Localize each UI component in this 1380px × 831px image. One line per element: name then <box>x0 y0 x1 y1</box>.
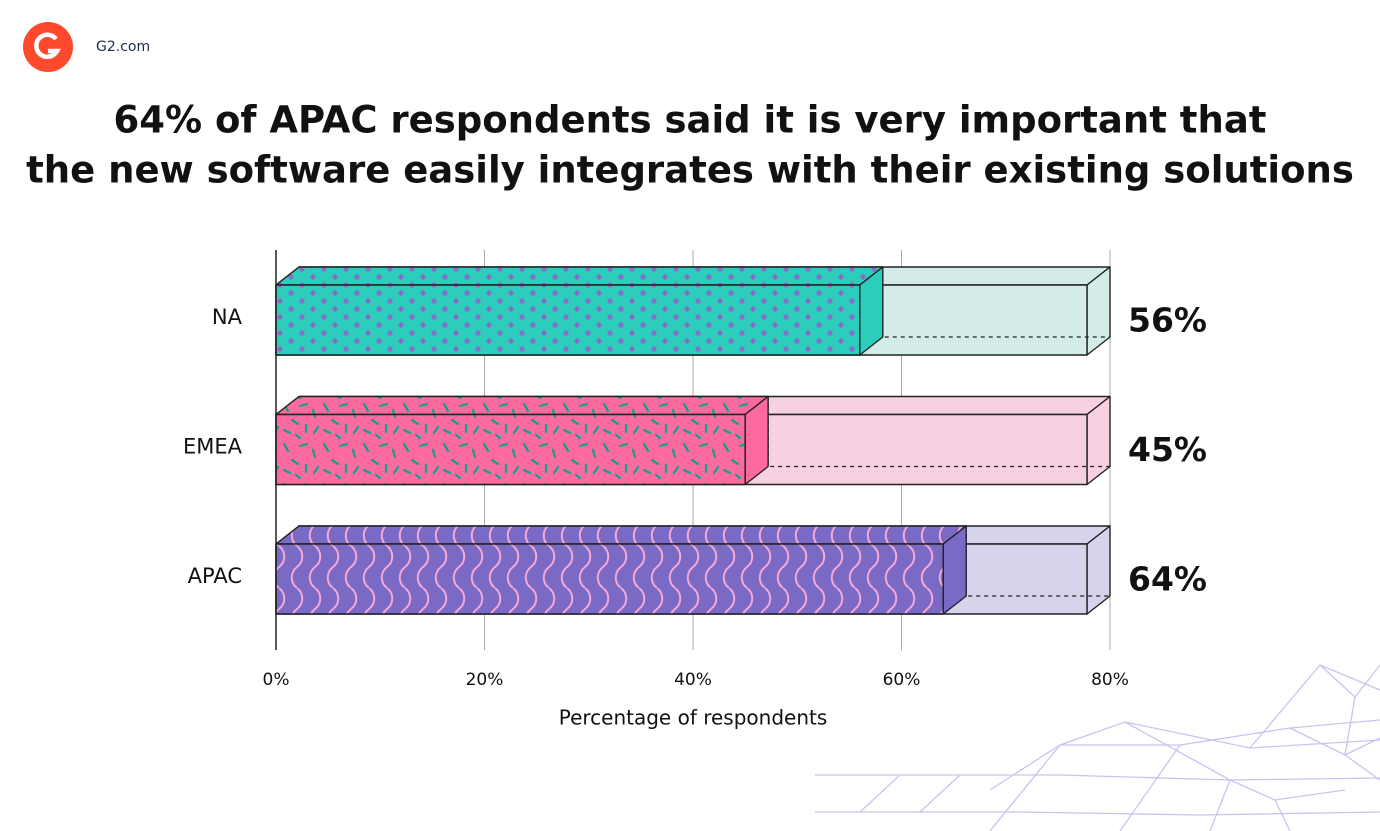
x-tick-label: 80% <box>1091 670 1129 690</box>
source: G2.com <box>96 39 150 55</box>
plot: 0% 20% 40% 60% 80% NA 56% EMEA 45% APAC 64% <box>183 250 1207 690</box>
background-mesh <box>815 664 1380 831</box>
x-axis-label: Percentage of respondents <box>559 706 828 730</box>
y-tick-label: EMEA <box>183 435 243 459</box>
bar <box>275 413 746 486</box>
x-tick-label: 40% <box>674 670 712 690</box>
bar-top <box>275 525 967 545</box>
x-tick-label: 20% <box>466 670 504 690</box>
y-tick-label: NA <box>212 305 243 329</box>
bar-top <box>275 266 884 286</box>
value-label: 64% <box>1128 560 1207 599</box>
bar-group <box>275 266 1111 356</box>
y-tick-label: APAC <box>188 564 242 588</box>
bar <box>275 543 944 615</box>
bar-top <box>275 395 769 416</box>
chart-title: 64% of APAC respondents said it is very … <box>114 99 1267 142</box>
bar-group <box>275 395 1111 486</box>
chart-title: the new software easily integrates with … <box>26 149 1354 192</box>
hidden-edge <box>767 396 1110 468</box>
bar-group <box>275 525 1111 615</box>
value-label: 45% <box>1128 430 1207 469</box>
x-tick-label: 60% <box>883 670 921 690</box>
x-tick-label: 0% <box>263 670 290 690</box>
logo <box>23 22 73 72</box>
value-label: 56% <box>1128 301 1207 340</box>
bar <box>275 284 861 356</box>
